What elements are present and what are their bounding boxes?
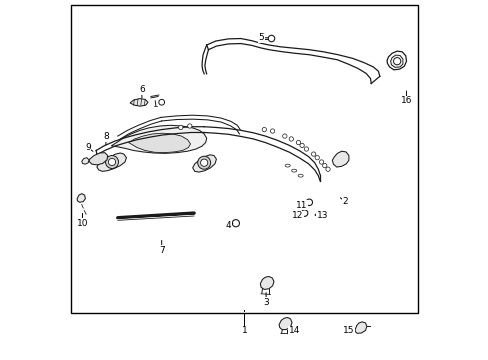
Text: 14: 14	[288, 326, 299, 335]
Text: 10: 10	[77, 219, 88, 228]
Circle shape	[108, 158, 115, 166]
Polygon shape	[314, 213, 318, 216]
Circle shape	[322, 163, 326, 168]
Polygon shape	[89, 153, 107, 165]
Polygon shape	[279, 318, 291, 330]
Circle shape	[305, 199, 312, 206]
Bar	[71, 5, 418, 313]
Polygon shape	[77, 194, 85, 202]
Polygon shape	[97, 153, 126, 171]
Circle shape	[262, 127, 266, 132]
Circle shape	[270, 129, 274, 133]
Circle shape	[314, 156, 319, 160]
Polygon shape	[81, 158, 89, 164]
Circle shape	[159, 99, 164, 105]
Text: 6: 6	[139, 85, 144, 94]
Text: 11: 11	[296, 201, 307, 210]
Polygon shape	[354, 322, 366, 333]
Circle shape	[311, 152, 315, 156]
Polygon shape	[332, 151, 348, 167]
Circle shape	[282, 134, 286, 138]
Text: 7: 7	[159, 246, 164, 255]
Polygon shape	[386, 51, 406, 70]
Polygon shape	[130, 99, 148, 106]
Circle shape	[200, 159, 207, 166]
Circle shape	[197, 156, 210, 169]
Ellipse shape	[291, 169, 296, 172]
Text: 9: 9	[85, 143, 91, 152]
Text: 3: 3	[263, 298, 268, 307]
Ellipse shape	[298, 174, 303, 177]
Polygon shape	[390, 55, 402, 67]
Text: 4: 4	[225, 220, 231, 230]
Circle shape	[296, 140, 300, 145]
Circle shape	[299, 143, 304, 148]
Circle shape	[288, 137, 293, 141]
Text: 8: 8	[103, 132, 108, 141]
Circle shape	[178, 125, 183, 130]
Polygon shape	[128, 133, 190, 153]
Text: 15: 15	[343, 326, 354, 335]
Circle shape	[304, 147, 308, 151]
Circle shape	[232, 220, 239, 227]
Text: 13: 13	[316, 211, 327, 220]
Circle shape	[187, 124, 192, 128]
Circle shape	[301, 210, 307, 216]
Polygon shape	[192, 155, 216, 172]
Text: 16: 16	[400, 96, 411, 105]
Circle shape	[393, 58, 400, 65]
Ellipse shape	[285, 164, 289, 167]
Polygon shape	[260, 276, 273, 289]
Text: 2: 2	[342, 197, 347, 206]
Text: 12: 12	[291, 211, 303, 220]
Circle shape	[325, 167, 329, 171]
Text: 1: 1	[241, 326, 247, 335]
Circle shape	[268, 35, 274, 42]
Polygon shape	[111, 125, 206, 153]
Circle shape	[105, 156, 118, 168]
Circle shape	[319, 160, 323, 164]
Text: 5: 5	[258, 33, 264, 42]
